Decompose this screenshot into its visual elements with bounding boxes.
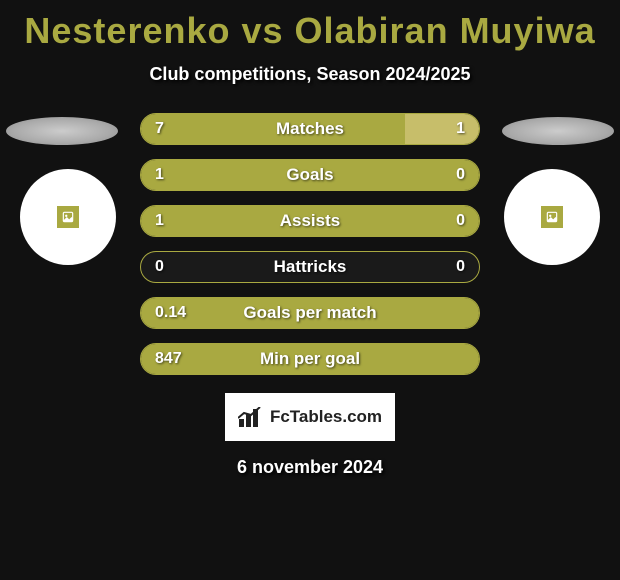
stat-label: Hattricks [141, 252, 479, 282]
stat-value-right: 0 [456, 160, 465, 190]
stat-value-right: 0 [456, 252, 465, 282]
subtitle: Club competitions, Season 2024/2025 [0, 64, 620, 85]
page-title: Nesterenko vs Olabiran Muyiwa [0, 0, 620, 52]
brand-chart-icon [238, 407, 264, 427]
stat-rows: 7Matches11Goals01Assists00Hattricks00.14… [140, 113, 480, 375]
avatar-placeholder-icon [57, 206, 79, 228]
stat-row: 1Goals0 [140, 159, 480, 191]
date-text: 6 november 2024 [0, 457, 620, 478]
brand-text: FcTables.com [270, 407, 382, 427]
player-left-shadow [6, 117, 118, 145]
stat-label: Assists [141, 206, 479, 236]
brand-logo: FcTables.com [225, 393, 395, 441]
stat-label: Matches [141, 114, 479, 144]
comparison-panel: 7Matches11Goals01Assists00Hattricks00.14… [0, 113, 620, 383]
stat-label: Goals [141, 160, 479, 190]
avatar-placeholder-icon [541, 206, 563, 228]
stat-value-right: 0 [456, 206, 465, 236]
stat-row: 0.14Goals per match [140, 297, 480, 329]
stat-value-right: 1 [456, 114, 465, 144]
stat-label: Goals per match [141, 298, 479, 328]
player-left-avatar [20, 169, 116, 265]
stat-row: 7Matches1 [140, 113, 480, 145]
stat-row: 847Min per goal [140, 343, 480, 375]
stat-row: 1Assists0 [140, 205, 480, 237]
stat-label: Min per goal [141, 344, 479, 374]
player-right-shadow [502, 117, 614, 145]
player-right-avatar [504, 169, 600, 265]
stat-row: 0Hattricks0 [140, 251, 480, 283]
